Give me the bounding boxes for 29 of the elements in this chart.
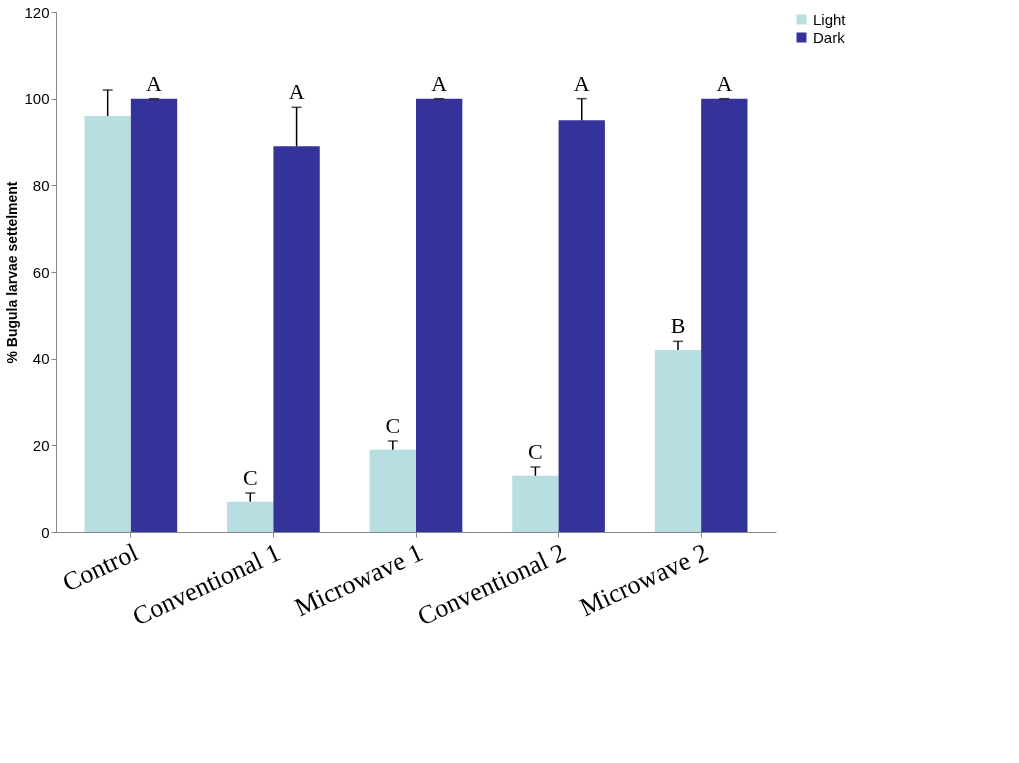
annotation: A [716,70,733,96]
legend-label: Dark [813,28,846,46]
y-tick-label: 100 [24,90,50,108]
annotation: A [431,70,448,96]
annotation: C [528,439,543,464]
y-tick-label: 40 [32,350,50,368]
bar [273,146,320,532]
annotation: A [288,79,305,105]
bar [558,120,605,532]
annotation: A [146,70,163,96]
bar [227,501,274,532]
annotation: B [670,313,686,339]
bar [512,475,559,532]
bar [130,98,178,532]
bar [701,98,748,532]
y-tick-label: 60 [32,263,50,281]
bar [84,116,131,532]
annotation: C [385,413,401,438]
legend-label: Light [813,10,847,28]
annotation: C [242,465,258,490]
y-axis-title: % Bugula larvae settelment [4,181,21,364]
bar [369,449,416,532]
y-tick-label: 80 [32,176,50,194]
bar [416,98,463,532]
y-tick-label: 120 [24,3,50,21]
annotation: A [573,70,590,96]
bar [654,350,702,532]
y-tick-label: 20 [32,436,50,454]
y-tick-label: 0 [41,523,50,541]
